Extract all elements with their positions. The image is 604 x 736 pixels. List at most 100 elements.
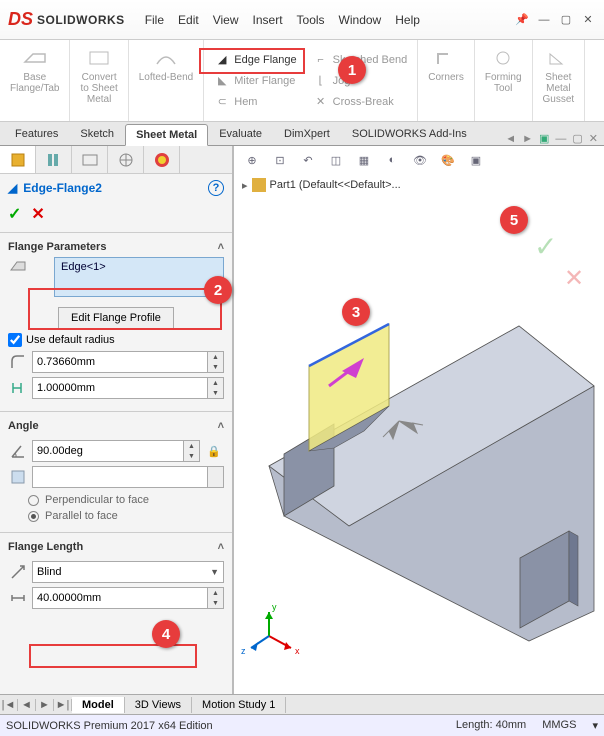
length-input[interactable]: ▲▼ [32, 587, 224, 609]
panel-tab-appear[interactable] [144, 146, 180, 173]
close-icon[interactable]: ✕ [580, 12, 596, 28]
menu-window[interactable]: Window [339, 13, 382, 27]
edit-flange-profile-button[interactable]: Edit Flange Profile [58, 307, 174, 329]
collapse-icon[interactable]: ˄ [218, 241, 224, 253]
ribbon-hem[interactable]: ⊂Hem [212, 92, 298, 112]
ribbon-forming-tool[interactable]: Forming Tool [481, 44, 526, 96]
edge-flange-icon: ◢ [214, 52, 230, 68]
hide-show-icon[interactable]: 👁 [410, 150, 430, 170]
zoom-fit-icon[interactable]: ⊕ [242, 150, 262, 170]
help-icon[interactable]: ? [208, 180, 224, 196]
spin-up-icon[interactable]: ▲ [208, 352, 223, 362]
ribbon-gusset[interactable]: Sheet Metal Gusset [539, 44, 579, 107]
graphics-viewport[interactable]: ⊕ ⊡ ↶ ◫ ▦ ◐ 👁 🎨 ▣ ▸ Part1 (Default<<Defa… [234, 146, 604, 694]
ribbon-corners[interactable]: Corners [424, 44, 468, 85]
motion-tabs: |◄ ◄ ► ►| Model 3D Views Motion Study 1 [0, 694, 604, 714]
panel-tab-config[interactable] [36, 146, 72, 173]
tab-sketch[interactable]: Sketch [69, 123, 125, 145]
ok-button[interactable]: ✓ [8, 204, 21, 224]
tab-sheet-metal[interactable]: Sheet Metal [125, 124, 208, 146]
forming-tool-icon [489, 46, 517, 70]
menu-insert[interactable]: Insert [253, 13, 283, 27]
ribbon-convert-sheet[interactable]: Convert to Sheet Metal [76, 44, 121, 107]
angle-label: Angle [8, 420, 39, 432]
ribbon-miter-flange[interactable]: ◣Miter Flange [212, 71, 298, 91]
menu-tools[interactable]: Tools [297, 13, 325, 27]
length-type-icon [8, 562, 28, 582]
status-units[interactable]: MMGS [542, 719, 576, 732]
window-controls: 📌 — ▢ ✕ [514, 12, 596, 28]
tabbar-prev-icon[interactable]: ◄ [505, 133, 516, 145]
status-more-icon[interactable]: ▾ [592, 719, 598, 732]
prev-view-icon[interactable]: ↶ [298, 150, 318, 170]
btab-motion[interactable]: Motion Study 1 [192, 697, 286, 713]
ribbon-lofted-bend[interactable]: Lofted-Bend [135, 44, 198, 85]
flyout-tree[interactable]: ▸ Part1 (Default<<Default>... [234, 174, 604, 196]
menu-view[interactable]: View [213, 13, 239, 27]
callout-1: 1 [338, 56, 366, 84]
tabbar-min-icon[interactable]: — [555, 133, 566, 145]
menu-edit[interactable]: Edit [178, 13, 199, 27]
maximize-icon[interactable]: ▢ [558, 12, 574, 28]
gap-input[interactable]: ▲▼ [32, 377, 224, 399]
perpendicular-radio[interactable]: Perpendicular to face [8, 492, 224, 508]
use-default-radius-row[interactable]: Use default radius [8, 333, 224, 347]
minimize-icon[interactable]: — [536, 12, 552, 28]
use-default-radius-checkbox[interactable] [8, 333, 22, 347]
lock-icon[interactable]: 🔒 [204, 441, 224, 461]
callout-4: 4 [152, 620, 180, 648]
zoom-area-icon[interactable]: ⊡ [270, 150, 290, 170]
jog-icon: ⌊ [313, 73, 329, 89]
pin-icon[interactable]: 📌 [514, 12, 530, 28]
face-input[interactable] [32, 466, 224, 488]
command-tabs: Features Sketch Sheet Metal Evaluate Dim… [0, 122, 604, 146]
callout-2: 2 [204, 276, 232, 304]
svg-text:✕: ✕ [564, 265, 584, 292]
spin-down-icon[interactable]: ▼ [208, 362, 223, 372]
menu-file[interactable]: File [145, 13, 164, 27]
ok-cancel: ✓ ✕ [0, 202, 232, 232]
cross-break-icon: ✕ [313, 94, 329, 110]
tabbar-close-icon[interactable]: ✕ [589, 132, 598, 145]
btab-model[interactable]: Model [72, 697, 125, 713]
panel-tab-feature[interactable] [0, 146, 36, 173]
tab-dimxpert[interactable]: DimXpert [273, 123, 341, 145]
expand-icon[interactable]: ▸ [242, 179, 248, 192]
app-logo: DS SOLIDWORKS [8, 9, 125, 30]
ribbon-base-flange[interactable]: Base Flange/Tab [6, 44, 63, 96]
menu-help[interactable]: Help [395, 13, 420, 27]
btab-first-icon[interactable]: |◄ [0, 699, 18, 711]
tab-addins[interactable]: SOLIDWORKS Add-Ins [341, 123, 478, 145]
status-edition: SOLIDWORKS Premium 2017 x64 Edition [6, 720, 213, 732]
radius-icon [8, 352, 28, 372]
view-orient-icon[interactable]: ▦ [354, 150, 374, 170]
appearance-icon[interactable]: 🎨 [438, 150, 458, 170]
parallel-radio[interactable]: Parallel to face [8, 508, 224, 524]
section-icon[interactable]: ◫ [326, 150, 346, 170]
tabbar-doc-icon[interactable]: ▣ [539, 132, 549, 145]
cancel-button[interactable]: ✕ [31, 204, 44, 224]
edge-selection-list[interactable]: Edge<1> [54, 257, 224, 297]
model-canvas[interactable]: ✓ ✕ [234, 206, 604, 694]
btab-next-icon[interactable]: ► [36, 699, 54, 711]
angle-icon [8, 441, 28, 461]
btab-last-icon[interactable]: ►| [54, 699, 72, 711]
status-length: Length: 40mm [456, 719, 526, 732]
tabbar-next-icon[interactable]: ► [522, 133, 533, 145]
btab-prev-icon[interactable]: ◄ [18, 699, 36, 711]
btab-3dviews[interactable]: 3D Views [125, 697, 192, 713]
tab-evaluate[interactable]: Evaluate [208, 123, 273, 145]
tab-features[interactable]: Features [4, 123, 69, 145]
sketched-bend-icon: ⌐ [313, 52, 329, 68]
length-type-combo[interactable]: Blind▼ [32, 561, 224, 583]
scene-icon[interactable]: ▣ [466, 150, 486, 170]
angle-input[interactable]: ▲▼ [32, 440, 200, 462]
ribbon-cross-break[interactable]: ✕Cross-Break [311, 92, 410, 112]
tabbar-max-icon[interactable]: ▢ [572, 132, 582, 145]
bend-radius-input[interactable]: ▲▼ [32, 351, 224, 373]
panel-tab-display[interactable] [72, 146, 108, 173]
hem-icon: ⊂ [214, 94, 230, 110]
panel-tab-dim[interactable] [108, 146, 144, 173]
ribbon-edge-flange[interactable]: ◢Edge Flange [212, 50, 298, 70]
display-style-icon[interactable]: ◐ [382, 150, 402, 170]
